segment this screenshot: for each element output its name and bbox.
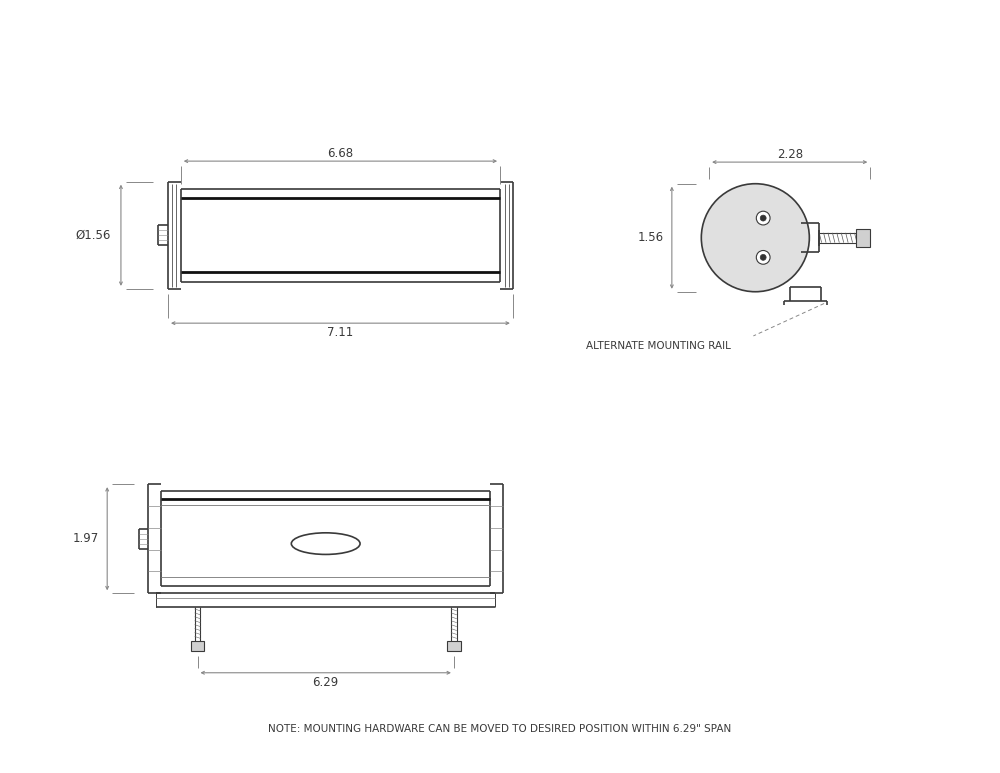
- FancyBboxPatch shape: [856, 229, 870, 247]
- Circle shape: [756, 211, 770, 225]
- Text: ALTERNATE MOUNTING RAIL: ALTERNATE MOUNTING RAIL: [586, 341, 731, 351]
- Text: 1.56: 1.56: [638, 231, 664, 244]
- FancyBboxPatch shape: [191, 642, 204, 651]
- Text: 1.97: 1.97: [73, 533, 99, 545]
- Text: NOTE: MOUNTING HARDWARE CAN BE MOVED TO DESIRED POSITION WITHIN 6.29" SPAN: NOTE: MOUNTING HARDWARE CAN BE MOVED TO …: [268, 724, 732, 734]
- Circle shape: [760, 254, 766, 261]
- Text: 2.28: 2.28: [777, 148, 803, 161]
- Ellipse shape: [291, 533, 360, 554]
- Text: 6.68: 6.68: [327, 147, 353, 160]
- FancyBboxPatch shape: [447, 642, 461, 651]
- Circle shape: [756, 250, 770, 264]
- Circle shape: [760, 215, 766, 221]
- Circle shape: [701, 184, 809, 291]
- Text: Ø1.56: Ø1.56: [76, 229, 111, 242]
- Text: 6.29: 6.29: [313, 676, 339, 689]
- Text: 7.11: 7.11: [327, 326, 354, 339]
